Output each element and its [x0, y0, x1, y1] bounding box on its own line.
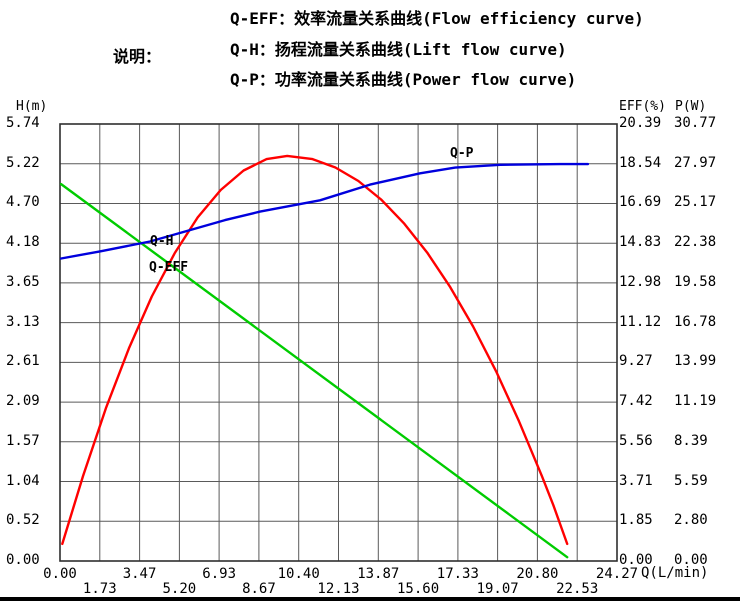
eff-tick-label: 18.54 — [619, 154, 662, 171]
q-tick-label: 12.13 — [317, 581, 360, 597]
h-tick-label: 4.70 — [6, 194, 40, 211]
p-tick-label: 27.97 — [674, 154, 717, 171]
curve-label-q-p: Q-P — [450, 146, 474, 161]
q-tick-label: 3.47 — [122, 566, 157, 582]
h-tick-label: 5.74 — [6, 115, 40, 131]
p-tick-label: 13.99 — [674, 353, 717, 370]
legend-title: 说明： — [113, 47, 162, 66]
right-axis-title-power: P(W) — [675, 99, 707, 114]
eff-tick-label: 16.69 — [619, 194, 662, 211]
q-tick-label: 13.87 — [357, 566, 400, 582]
q-tick-label: 6.93 — [202, 566, 236, 582]
p-tick-label: 2.80 — [674, 512, 708, 529]
h-tick-label: 3.13 — [6, 313, 40, 330]
curve-label-q-eff: Q-EFF — [149, 260, 189, 275]
p-tick-label: 8.39 — [674, 432, 708, 449]
h-tick-label: 5.22 — [6, 154, 40, 171]
q-tick-label: 24.27 — [595, 566, 639, 582]
q-tick-label: 5.20 — [162, 581, 197, 597]
eff-tick-label: 11.12 — [619, 313, 662, 330]
eff-tick-label: 5.56 — [619, 432, 653, 449]
eff-tick-label: 9.27 — [619, 353, 653, 370]
eff-tick-label: 7.42 — [619, 393, 653, 410]
eff-tick-label: 3.71 — [619, 472, 653, 489]
eff-tick-label: 14.83 — [619, 234, 662, 251]
h-tick-label: 1.57 — [6, 432, 40, 449]
legend-item-q-p: Q-P：功率流量关系曲线(Power flow curve) — [230, 70, 577, 89]
bottom-border-bar — [0, 597, 740, 601]
q-tick-label: 17.33 — [436, 566, 479, 582]
q-tick-label: 0.00 — [43, 566, 77, 582]
p-tick-label: 5.59 — [674, 472, 708, 489]
curve-q-h — [59, 182, 569, 559]
eff-tick-label: 1.85 — [619, 512, 653, 529]
curve-q-p — [59, 162, 590, 260]
legend-item-q-h: Q-H：扬程流量关系曲线(Lift flow curve) — [230, 40, 567, 59]
q-tick-label: 15.60 — [396, 581, 440, 597]
q-tick-label: 19.07 — [476, 581, 519, 597]
eff-tick-label: 20.39 — [619, 115, 662, 131]
h-tick-label: 2.61 — [6, 353, 40, 370]
p-tick-label: 16.78 — [674, 313, 717, 330]
p-tick-label: 30.77 — [674, 115, 717, 131]
eff-tick-label: 0.00 — [619, 552, 653, 568]
h-tick-label: 2.09 — [6, 393, 40, 410]
p-tick-label: 22.38 — [674, 234, 717, 251]
q-tick-label: 22.53 — [556, 581, 599, 597]
curve-q-eff — [61, 154, 569, 546]
plot-border — [59, 123, 618, 562]
q-tick-label: 8.67 — [242, 581, 276, 597]
h-tick-label: 0.52 — [6, 512, 40, 529]
x-axis-title-flow: Q(L/min) — [641, 565, 709, 581]
q-tick-label: 1.73 — [82, 581, 117, 597]
q-tick-label: 10.40 — [277, 566, 320, 582]
left-axis-title-head: H(m) — [16, 99, 48, 114]
p-tick-label: 11.19 — [674, 393, 717, 410]
p-tick-label: 25.17 — [674, 194, 717, 211]
h-tick-label: 4.18 — [6, 234, 40, 251]
h-tick-label: 1.04 — [6, 472, 40, 489]
q-tick-label: 20.80 — [516, 566, 559, 582]
h-tick-label: 0.00 — [6, 552, 40, 568]
p-tick-label: 19.58 — [674, 273, 717, 290]
p-tick-label: 0.00 — [674, 552, 708, 568]
curve-label-q-h: Q-H — [150, 234, 174, 249]
right-axis-title-efficiency: EFF(%) — [619, 99, 666, 114]
h-tick-label: 3.65 — [6, 273, 40, 290]
legend-item-q-eff: Q-EFF：效率流量关系曲线(Flow efficiency curve) — [230, 9, 644, 28]
eff-tick-label: 12.98 — [619, 273, 662, 290]
